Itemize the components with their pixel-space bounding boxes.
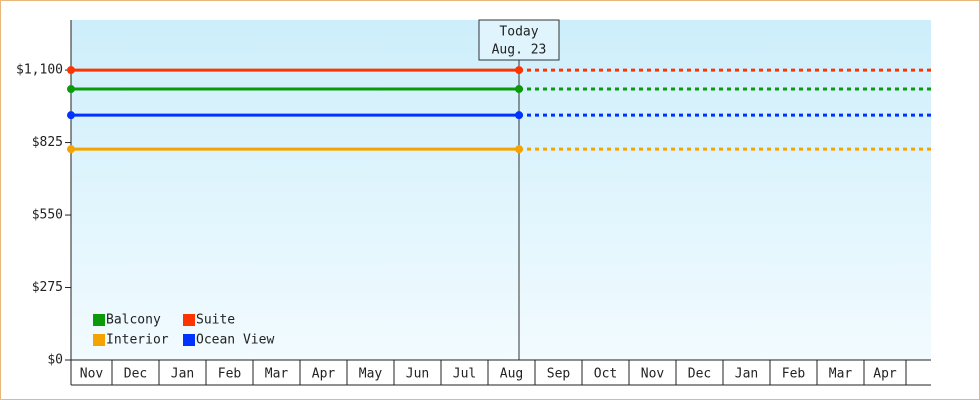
y-tick-label: $275: [32, 280, 63, 295]
y-tick-label: $550: [32, 208, 63, 223]
legend-label: Balcony: [106, 313, 161, 328]
today-date: Aug. 23: [492, 43, 547, 58]
price-point: [515, 145, 523, 154]
price-point: [515, 111, 523, 120]
x-tick-label: Feb: [782, 367, 806, 382]
x-tick-label: Jan: [171, 367, 194, 382]
x-tick-label: Dec: [124, 367, 147, 382]
x-tick-label: Jan: [735, 367, 758, 382]
x-tick-label: Aug: [500, 367, 523, 382]
x-tick-label: Sep: [547, 367, 571, 382]
today-title: Today: [499, 25, 538, 40]
x-tick-label: Mar: [829, 367, 853, 382]
legend-swatch: [183, 314, 195, 326]
x-tick-label: Nov: [641, 367, 665, 382]
x-tick-label: Oct: [594, 367, 617, 382]
x-tick-label: May: [359, 367, 383, 382]
y-tick-label: $0: [47, 353, 63, 368]
x-tick-label: Nov: [80, 367, 104, 382]
legend-label: Ocean View: [196, 333, 274, 348]
price-point: [67, 111, 75, 120]
x-tick-label: Apr: [873, 367, 897, 382]
price-point: [67, 145, 75, 154]
legend-swatch: [93, 334, 105, 346]
y-tick-label: $1,100: [16, 63, 63, 78]
legend-swatch: [93, 314, 105, 326]
price-point: [67, 66, 75, 75]
legend-label: Interior: [106, 333, 169, 348]
y-tick-label: $825: [32, 135, 63, 150]
price-point: [515, 85, 523, 94]
x-tick-label: Jun: [406, 367, 429, 382]
legend-swatch: [183, 334, 195, 346]
x-tick-label: Dec: [688, 367, 711, 382]
legend-label: Suite: [196, 313, 235, 328]
price-point: [515, 66, 523, 75]
x-tick-label: Jul: [453, 367, 476, 382]
x-tick-label: Feb: [218, 367, 242, 382]
today-box: [478, 19, 560, 61]
plot-area: [71, 20, 931, 360]
price-point: [67, 85, 75, 94]
x-tick-label: Mar: [265, 367, 289, 382]
x-tick-label: Apr: [312, 367, 336, 382]
